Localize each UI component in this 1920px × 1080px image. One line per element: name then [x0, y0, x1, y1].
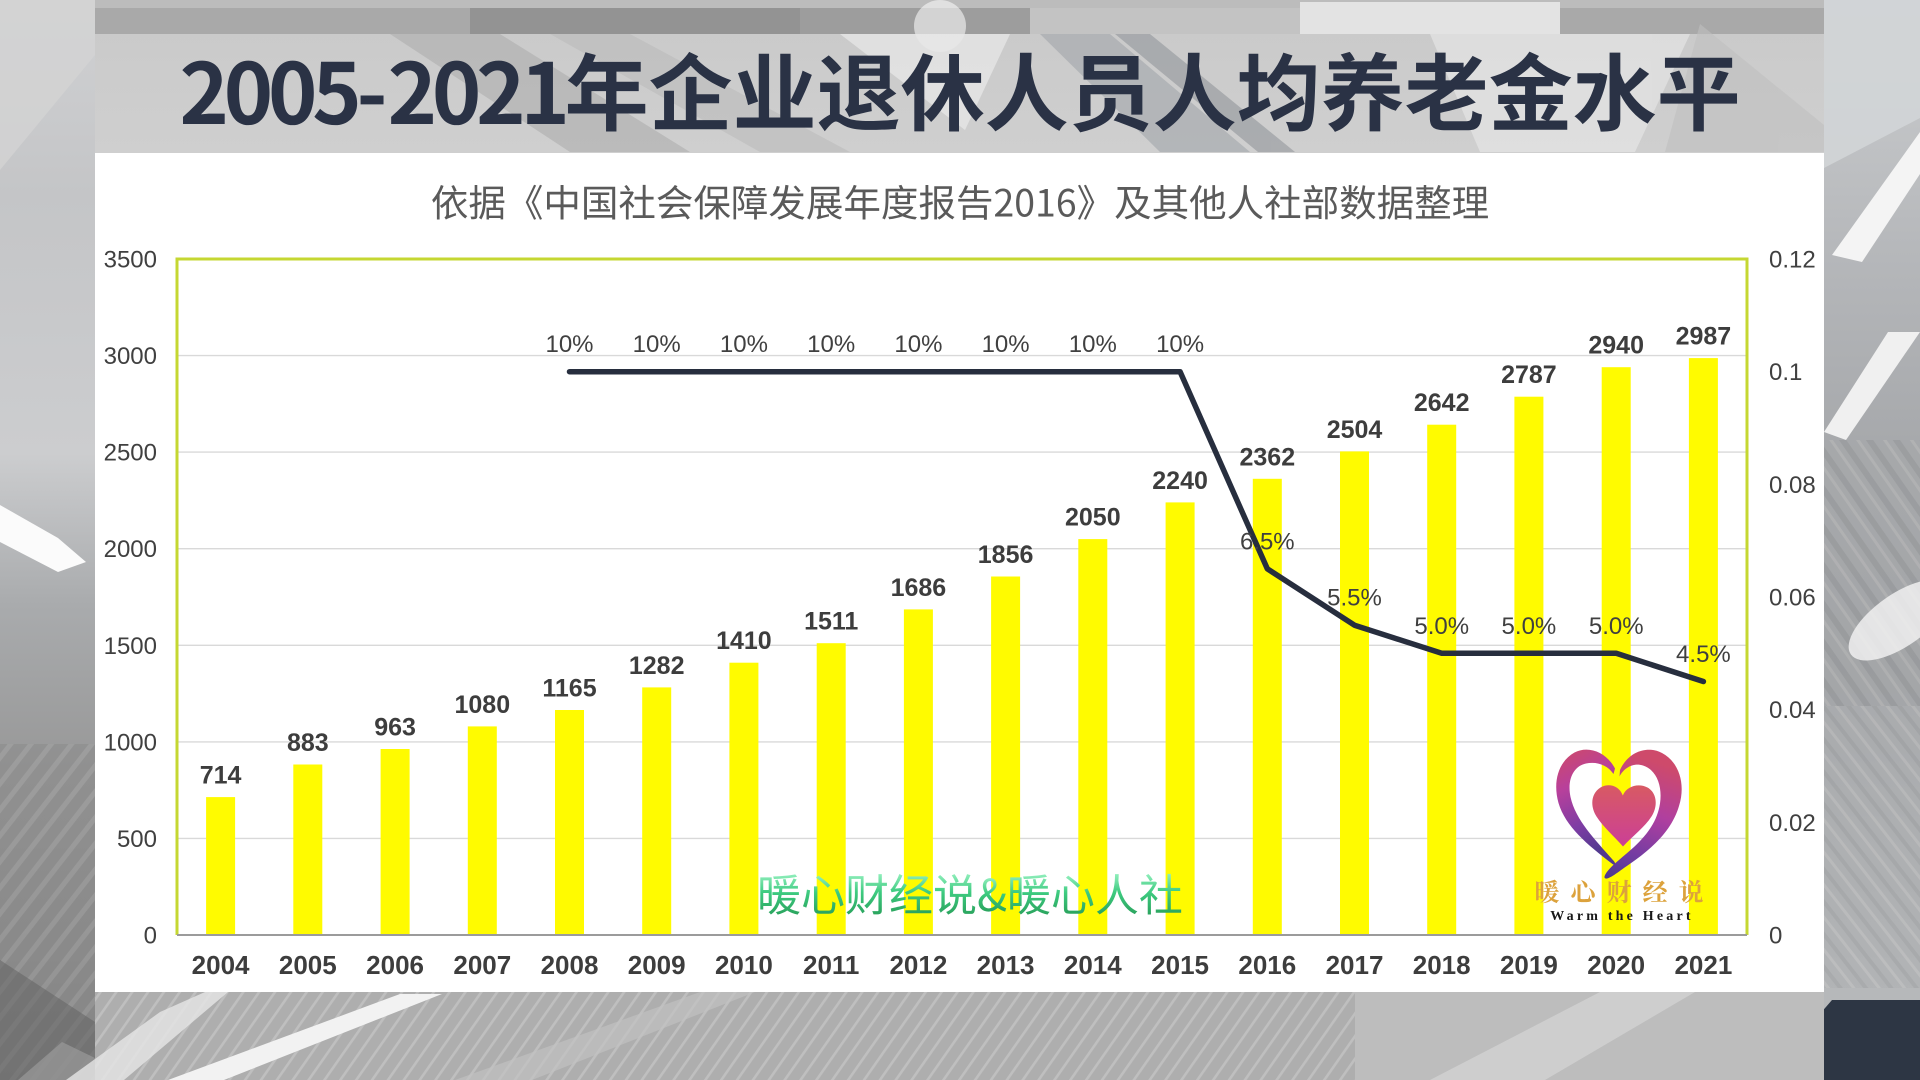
- svg-text:0.02: 0.02: [1769, 810, 1816, 837]
- svg-text:1165: 1165: [542, 675, 596, 703]
- svg-text:2017: 2017: [1326, 950, 1384, 980]
- svg-text:2500: 2500: [104, 440, 157, 467]
- svg-text:714: 714: [200, 762, 242, 790]
- svg-text:883: 883: [287, 729, 329, 757]
- svg-text:2004: 2004: [192, 950, 250, 980]
- svg-text:10%: 10%: [982, 331, 1030, 358]
- svg-text:Warm the Heart: Warm the Heart: [1550, 909, 1694, 924]
- svg-text:2240: 2240: [1152, 467, 1208, 495]
- svg-text:963: 963: [374, 714, 416, 742]
- svg-text:1856: 1856: [978, 541, 1034, 569]
- svg-text:10%: 10%: [633, 331, 681, 358]
- svg-text:2013: 2013: [977, 950, 1035, 980]
- svg-text:3500: 3500: [104, 247, 157, 274]
- svg-text:0.06: 0.06: [1769, 585, 1816, 612]
- svg-text:1080: 1080: [454, 691, 510, 719]
- svg-text:5.0%: 5.0%: [1414, 613, 1469, 640]
- svg-text:10%: 10%: [720, 331, 768, 358]
- svg-text:2012: 2012: [889, 950, 947, 980]
- svg-text:2008: 2008: [541, 950, 599, 980]
- svg-text:2987: 2987: [1676, 323, 1732, 351]
- svg-text:2018: 2018: [1413, 950, 1471, 980]
- svg-text:2020: 2020: [1587, 950, 1645, 980]
- svg-text:1282: 1282: [629, 652, 685, 680]
- svg-text:500: 500: [117, 826, 157, 853]
- svg-text:2011: 2011: [803, 950, 859, 980]
- svg-text:10%: 10%: [545, 331, 593, 358]
- svg-text:1686: 1686: [891, 574, 947, 602]
- svg-text:1000: 1000: [104, 729, 157, 756]
- svg-text:2000: 2000: [104, 536, 157, 563]
- svg-text:2362: 2362: [1239, 443, 1295, 471]
- svg-text:0.12: 0.12: [1769, 247, 1816, 274]
- svg-text:2019: 2019: [1500, 950, 1558, 980]
- svg-text:2016: 2016: [1238, 950, 1296, 980]
- svg-text:5.5%: 5.5%: [1327, 585, 1382, 612]
- svg-text:1511: 1511: [804, 608, 858, 636]
- svg-text:2005: 2005: [279, 950, 337, 980]
- svg-text:2010: 2010: [715, 950, 773, 980]
- svg-text:0.04: 0.04: [1769, 697, 1816, 724]
- svg-text:2015: 2015: [1151, 950, 1209, 980]
- svg-text:10%: 10%: [1069, 331, 1117, 358]
- svg-text:2014: 2014: [1064, 950, 1122, 980]
- svg-text:0.08: 0.08: [1769, 472, 1816, 499]
- svg-text:2009: 2009: [628, 950, 686, 980]
- svg-text:5.0%: 5.0%: [1589, 613, 1644, 640]
- svg-text:10%: 10%: [894, 331, 942, 358]
- svg-text:2006: 2006: [366, 950, 424, 980]
- svg-text:2642: 2642: [1414, 389, 1470, 417]
- svg-text:2007: 2007: [453, 950, 511, 980]
- svg-text:2504: 2504: [1327, 416, 1383, 444]
- svg-text:5.0%: 5.0%: [1502, 613, 1557, 640]
- svg-text:10%: 10%: [807, 331, 855, 358]
- svg-text:1500: 1500: [104, 633, 157, 660]
- svg-text:0: 0: [1769, 923, 1782, 950]
- svg-text:4.5%: 4.5%: [1676, 641, 1731, 668]
- svg-text:2787: 2787: [1501, 361, 1557, 389]
- svg-text:2021: 2021: [1674, 950, 1732, 980]
- svg-text:2050: 2050: [1065, 504, 1121, 532]
- svg-text:10%: 10%: [1156, 331, 1204, 358]
- svg-text:1410: 1410: [716, 627, 772, 655]
- svg-text:2940: 2940: [1588, 332, 1644, 360]
- svg-text:0: 0: [144, 923, 157, 950]
- svg-text:6.5%: 6.5%: [1240, 528, 1295, 555]
- svg-text:0.1: 0.1: [1769, 359, 1802, 386]
- svg-text:3000: 3000: [104, 343, 157, 370]
